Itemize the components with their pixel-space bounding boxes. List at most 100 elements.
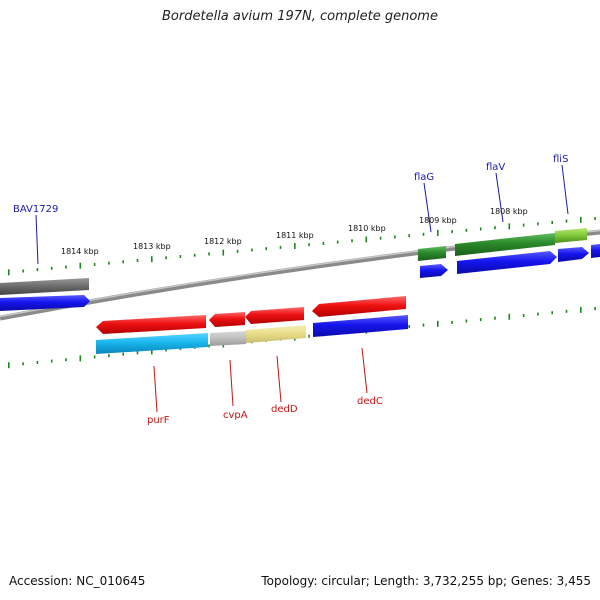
scale-label-1811: 1811 kbp: [276, 231, 314, 240]
gene-label-flag[interactable]: flaG: [414, 172, 434, 183]
scale-tick-bottom-minor: [551, 311, 553, 315]
scale-tick-bottom-minor: [22, 362, 24, 366]
scale-tick-bottom-major: [151, 348, 153, 355]
top-label-leaders: [35, 164, 569, 265]
gene-bav1729-gray[interactable]: [0, 278, 89, 295]
scale-tick-bottom-minor: [308, 334, 310, 338]
scale-tick-top-minor: [165, 256, 167, 260]
scale-tick-top-minor: [179, 255, 182, 258]
scale-tick-top-minor: [594, 217, 596, 220]
scale-tick-top-minor: [251, 248, 253, 252]
gene-flav-green[interactable]: [455, 233, 555, 256]
scale-tick-bottom-minor: [451, 320, 453, 324]
scale-tick-top-minor: [465, 228, 468, 232]
scale-tick-bottom-minor: [465, 319, 468, 323]
gene-flag-green[interactable]: [418, 246, 446, 261]
scale-tick-top-minor: [451, 230, 453, 234]
scale-tick-top-minor: [422, 232, 425, 236]
scale-tick-top-minor: [279, 245, 282, 249]
scale-tick-top-minor: [379, 236, 382, 240]
gene-label-dedc[interactable]: dedC: [357, 396, 383, 407]
scale-label-1813: 1813 kbp: [133, 242, 171, 251]
gene-label-flis[interactable]: fliS: [553, 154, 568, 165]
gene-label-purf[interactable]: purF: [147, 415, 170, 426]
scale-tick-top-minor: [136, 259, 139, 262]
scale-tick-top-minor: [565, 219, 568, 223]
scale-tick-top-minor: [36, 268, 39, 272]
gene-purf-cyan[interactable]: [96, 333, 208, 354]
scale-tick-top-minor: [494, 226, 496, 230]
scale-tick-bottom-minor: [136, 351, 139, 355]
scale-tick-top-minor: [122, 260, 124, 264]
gene-bav1729-blue[interactable]: [0, 295, 90, 311]
scale-tick-bottom-major: [437, 320, 439, 327]
gene-flag-blue[interactable]: [420, 264, 448, 278]
map-title: Bordetella avium 197N, complete genome: [162, 9, 438, 24]
scale-tick-top-minor: [236, 249, 239, 253]
scale-tick-bottom-minor: [108, 354, 110, 358]
scale-tick-top-major: [365, 236, 368, 243]
scale-tick-bottom-minor: [122, 352, 124, 356]
scale-tick-bottom-major: [79, 355, 82, 362]
scale-tick-top-minor: [551, 221, 553, 224]
gene-flav-blue[interactable]: [457, 251, 557, 274]
scale-tick-top-minor: [537, 222, 539, 226]
accession-label: Accession: NC_010645: [9, 574, 146, 588]
gene-label-bav1729[interactable]: BAV1729: [13, 204, 58, 215]
scale-tick-bottom-minor: [537, 312, 539, 316]
scale-tick-top-major: [222, 249, 225, 256]
gene-cvpa-red[interactable]: [209, 312, 245, 327]
scale-tick-bottom-minor: [422, 323, 425, 327]
scale-tick-bottom-minor: [65, 358, 67, 362]
gene-cvpa-gray[interactable]: [210, 331, 246, 346]
scale-tick-top-major: [8, 269, 10, 276]
scale-label-1810: 1810 kbp: [348, 224, 386, 233]
scale-label-1814: 1814 kbp: [61, 247, 99, 256]
scale-tick-bottom-minor: [93, 355, 96, 359]
scale-tick-bottom-minor: [522, 314, 525, 317]
scale-ticks-top: [8, 216, 596, 276]
gene-dedc-blue[interactable]: [313, 315, 408, 337]
scale-tick-top-minor: [208, 252, 210, 256]
genome-summary: Topology: circular; Length: 3,732,255 bp…: [261, 574, 591, 588]
scale-tick-top-minor: [308, 243, 310, 247]
scale-tick-bottom-minor: [479, 318, 482, 322]
scale-tick-top-minor: [394, 235, 396, 239]
scale-tick-top-minor: [336, 240, 339, 244]
scale-tick-top-minor: [351, 239, 353, 243]
gene-dedc-red[interactable]: [312, 296, 406, 317]
scale-tick-bottom-minor: [594, 307, 596, 311]
scale-tick-top-minor: [193, 253, 196, 257]
scale-tick-top-major: [437, 229, 439, 236]
gene-purf-red[interactable]: [96, 315, 206, 334]
scale-tick-bottom-minor: [50, 359, 53, 363]
scale-tick-top-major: [294, 243, 296, 249]
gene-label-dedd[interactable]: dedD: [271, 404, 298, 415]
scale-label-1808: 1808 kbp: [490, 207, 528, 216]
gene-dedd-khaki[interactable]: [246, 325, 306, 343]
scale-tick-top-major: [151, 256, 153, 263]
scale-tick-top-major: [580, 216, 582, 223]
scale-tick-bottom-minor: [36, 361, 39, 364]
scale-tick-bottom-minor: [165, 348, 167, 352]
scale-tick-bottom-major: [508, 313, 511, 320]
scale-tick-bottom-major: [580, 306, 582, 313]
bottom-strand-genes: [96, 296, 408, 354]
scale-tick-top-minor: [322, 241, 325, 245]
scale-tick-top-major: [79, 262, 82, 269]
scale-label-1812: 1812 kbp: [204, 237, 242, 246]
bottom-label-leaders: [153, 347, 368, 413]
scale-tick-top-minor: [108, 261, 110, 265]
scale-tick-top-minor: [408, 234, 410, 238]
gene-label-cvpa[interactable]: cvpA: [223, 410, 248, 421]
scale-tick-top-minor: [265, 247, 267, 251]
gene-right-edge-blue[interactable]: [591, 244, 600, 258]
scale-tick-top-minor: [93, 262, 96, 266]
gene-label-flav[interactable]: flaV: [486, 162, 505, 173]
scale-tick-top-minor: [50, 266, 53, 270]
gene-flis-blue[interactable]: [558, 247, 589, 262]
gene-dedd-red[interactable]: [245, 307, 304, 324]
gene-flis-lime[interactable]: [555, 228, 587, 243]
scale-tick-bottom-major: [8, 362, 10, 369]
